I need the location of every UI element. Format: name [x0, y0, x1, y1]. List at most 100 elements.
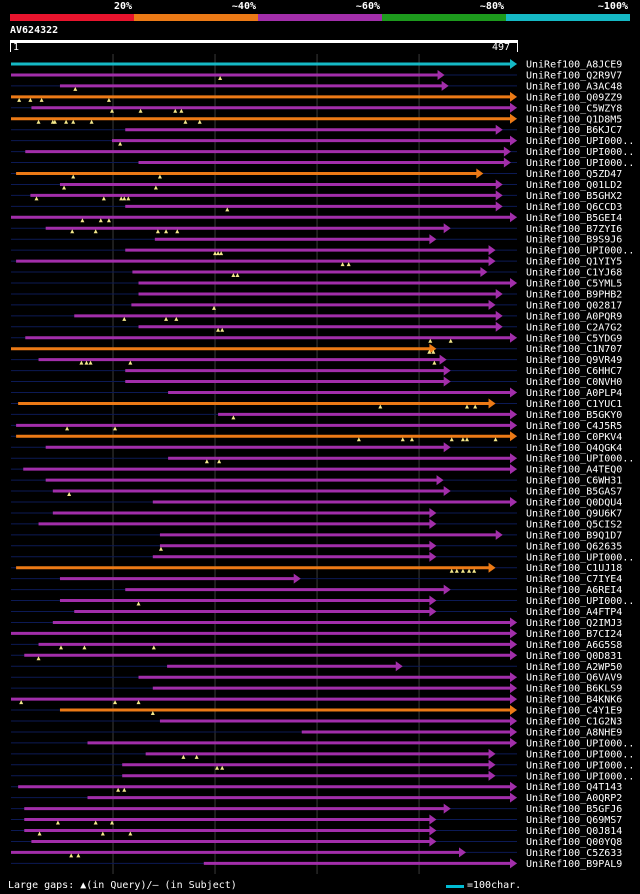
hit-label[interactable]: UniRef100_Q0D831	[526, 651, 622, 662]
hit-row[interactable]: UniRef100_A6REI4	[11, 584, 622, 597]
hit-label[interactable]: UniRef100_A6G5S8	[526, 640, 622, 651]
hit-row[interactable]: UniRef100_Q0DQU4	[11, 497, 622, 509]
hit-row[interactable]: UniRef100_A3AC48	[11, 80, 622, 93]
hit-row[interactable]: UniRef100_C0PKV4	[11, 431, 622, 443]
hit-label[interactable]: UniRef100_B9PHB2	[526, 289, 622, 300]
hit-row[interactable]: UniRef100_B7ZYI6	[11, 223, 622, 235]
hit-label[interactable]: UniRef100_Q01LD2	[526, 180, 622, 191]
hit-row[interactable]: UniRef100_B6KJC7	[11, 124, 622, 137]
hit-label[interactable]: UniRef100_Q0DQU4	[526, 498, 622, 509]
hit-label[interactable]: UniRef100_B7CI24	[526, 629, 622, 640]
hit-row[interactable]: UniRef100_UPI000..	[11, 157, 634, 170]
hit-row[interactable]: UniRef100_Q2IMJ3	[11, 617, 622, 629]
hit-row[interactable]: UniRef100_UPI000..	[11, 748, 634, 761]
hit-row[interactable]: UniRef100_Q6VAV9	[11, 672, 622, 684]
hit-label[interactable]: UniRef100_C4Y1E9	[526, 706, 622, 717]
hit-row[interactable]: UniRef100_B5GAS7	[11, 486, 622, 498]
hit-label[interactable]: UniRef100_Q1D8M5	[526, 114, 622, 125]
hit-row[interactable]: UniRef100_Q9VR49	[11, 354, 622, 367]
hit-row[interactable]: UniRef100_Q9U6K7	[11, 507, 622, 520]
hit-label[interactable]: UniRef100_A0PQR9	[526, 311, 622, 322]
hit-row[interactable]: UniRef100_UPI000..	[11, 135, 634, 148]
hit-row[interactable]: UniRef100_UPI000..	[11, 245, 634, 257]
hit-row[interactable]: UniRef100_UPI000..	[11, 770, 634, 783]
hit-row[interactable]: UniRef100_Q01LD2	[11, 179, 622, 191]
hit-label[interactable]: UniRef100_C6HHC7	[526, 366, 622, 377]
hit-row[interactable]: UniRef100_A4TEQ0	[11, 464, 622, 476]
hit-label[interactable]: UniRef100_Q6VAV9	[526, 673, 622, 684]
hit-label[interactable]: UniRef100_B9Q1D7	[526, 530, 622, 541]
hit-row[interactable]: UniRef100_Q0J814	[11, 825, 622, 838]
hit-row[interactable]: UniRef100_A4FTP4	[11, 606, 622, 619]
hit-label[interactable]: UniRef100_Q0J814	[526, 826, 622, 837]
hit-row[interactable]: UniRef100_B7CI24	[11, 628, 622, 640]
hit-label[interactable]: UniRef100_A0PLP4	[526, 388, 622, 399]
hit-row[interactable]: UniRef100_A8NHE9	[11, 726, 622, 739]
hit-label[interactable]: UniRef100_UPI000..	[526, 552, 634, 563]
hit-row[interactable]: UniRef100_Q5CIS2	[11, 518, 622, 531]
hit-label[interactable]: UniRef100_C1UJ18	[526, 563, 622, 574]
hit-label[interactable]: UniRef100_C7IYE4	[526, 574, 622, 585]
hit-label[interactable]: UniRef100_B6KJC7	[526, 125, 622, 136]
hit-label[interactable]: UniRef100_UPI000..	[526, 771, 634, 782]
hit-row[interactable]: UniRef100_Q62635	[11, 540, 622, 553]
hit-label[interactable]: UniRef100_Q2IMJ3	[526, 618, 622, 629]
hit-label[interactable]: UniRef100_Q4QGK4	[526, 443, 622, 454]
hit-label[interactable]: UniRef100_Q2R9V7	[526, 70, 622, 81]
hit-row[interactable]: UniRef100_B9PAL9	[11, 858, 622, 870]
hit-row[interactable]: UniRef100_C5YML5	[11, 278, 622, 290]
hit-row[interactable]: UniRef100_C1UJ18	[11, 562, 622, 575]
hit-row[interactable]: UniRef100_C2A7G2	[11, 321, 622, 334]
hit-label[interactable]: UniRef100_C5WZY8	[526, 103, 622, 114]
hit-label[interactable]: UniRef100_C1YUC1	[526, 399, 622, 410]
hit-label[interactable]: UniRef100_C5Z633	[526, 848, 622, 859]
hit-label[interactable]: UniRef100_C2A7G2	[526, 322, 622, 333]
hit-label[interactable]: UniRef100_B5GKY0	[526, 410, 622, 421]
hit-label[interactable]: UniRef100_C5YML5	[526, 279, 622, 290]
hit-label[interactable]: UniRef100_C4J5R5	[526, 421, 622, 432]
hit-label[interactable]: UniRef100_UPI000..	[526, 147, 634, 158]
hit-label[interactable]: UniRef100_UPI000..	[526, 136, 634, 147]
hit-row[interactable]: UniRef100_C6HHC7	[11, 365, 622, 378]
hit-label[interactable]: UniRef100_Q09ZZ9	[526, 92, 622, 103]
hit-label[interactable]: UniRef100_C1G2N3	[526, 717, 622, 728]
hit-label[interactable]: UniRef100_B6KLS9	[526, 684, 622, 695]
hit-row[interactable]: UniRef100_Q2R9V7	[11, 69, 622, 82]
hit-row[interactable]: UniRef100_UPI000..	[11, 759, 634, 772]
hit-row[interactable]: UniRef100_A8JCE9	[11, 59, 622, 71]
hit-row[interactable]: UniRef100_C7IYE4	[11, 573, 622, 586]
hit-label[interactable]: UniRef100_C6WH31	[526, 476, 622, 487]
hit-row[interactable]: UniRef100_Q00YQ8	[11, 836, 622, 848]
hit-label[interactable]: UniRef100_UPI000..	[526, 738, 634, 749]
hit-label[interactable]: UniRef100_Q69MS7	[526, 815, 622, 826]
hit-label[interactable]: UniRef100_C5YDG9	[526, 333, 622, 344]
hit-label[interactable]: UniRef100_Q5ZD47	[526, 169, 622, 180]
hit-row[interactable]: UniRef100_Q09ZZ9	[11, 91, 622, 104]
hit-label[interactable]: UniRef100_A4TEQ0	[526, 465, 622, 476]
hit-row[interactable]: UniRef100_UPI000..	[11, 146, 634, 159]
hit-label[interactable]: UniRef100_A0QRP2	[526, 793, 622, 804]
hit-row[interactable]: UniRef100_UPI000..	[11, 595, 634, 608]
hit-label[interactable]: UniRef100_B5GFJ6	[526, 804, 622, 815]
hit-row[interactable]: UniRef100_Q1YIY5	[11, 256, 622, 268]
hit-label[interactable]: UniRef100_UPI000..	[526, 760, 634, 771]
hit-label[interactable]: UniRef100_B5GEI4	[526, 213, 622, 224]
hit-row[interactable]: UniRef100_C5WZY8	[11, 102, 622, 115]
hit-label[interactable]: UniRef100_C0NVH0	[526, 377, 622, 388]
hit-row[interactable]: UniRef100_A2WP50	[11, 661, 622, 673]
hit-row[interactable]: UniRef100_B5GKY0	[11, 409, 622, 421]
hit-label[interactable]: UniRef100_Q62635	[526, 541, 622, 552]
hit-row[interactable]: UniRef100_A0PLP4	[11, 387, 622, 400]
hit-label[interactable]: UniRef100_A6REI4	[526, 585, 622, 596]
hit-row[interactable]: UniRef100_B5GEI4	[11, 212, 622, 224]
hit-label[interactable]: UniRef100_A8NHE9	[526, 727, 622, 738]
hit-label[interactable]: UniRef100_UPI000..	[526, 158, 634, 169]
hit-row[interactable]: UniRef100_Q0D831	[11, 650, 622, 662]
hit-row[interactable]: UniRef100_C5Z633	[11, 847, 622, 859]
hit-label[interactable]: UniRef100_Q02817	[526, 300, 622, 311]
hit-label[interactable]: UniRef100_Q6CCD3	[526, 202, 622, 213]
hit-row[interactable]: UniRef100_B4KNK6	[11, 694, 622, 706]
hit-label[interactable]: UniRef100_C1N707	[526, 344, 622, 355]
hit-label[interactable]: UniRef100_B9S9J6	[526, 235, 622, 246]
hit-label[interactable]: UniRef100_Q00YQ8	[526, 837, 622, 848]
